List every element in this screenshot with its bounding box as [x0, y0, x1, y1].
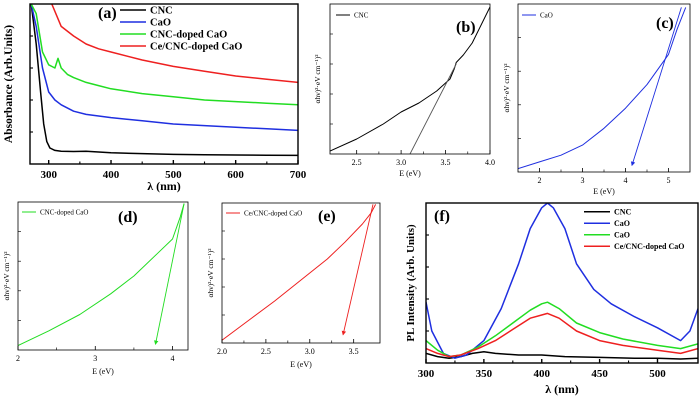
x-tick-label-d: 2	[16, 354, 20, 363]
x-tick-label-a: 300	[40, 169, 57, 181]
x-tick-label-b: 2.5	[352, 158, 362, 167]
legend-label-b: CNC	[354, 11, 369, 19]
series-line-f-1	[426, 203, 698, 359]
plot-frame-b	[329, 3, 491, 155]
y-axis-label-c: αhν)²·eV cm⁻¹)²	[502, 63, 511, 113]
x-tick-label-c: 2	[538, 176, 542, 185]
x-tick-label-c: 4	[624, 176, 628, 185]
series-line-a-1	[30, 4, 298, 132]
x-tick-label-f: 400	[533, 368, 550, 380]
x-axis-label-e: E (eV)	[290, 360, 312, 369]
panel-label-b: (b)	[456, 19, 476, 36]
panel-a: 300 400 500 600 700 λ (nm) Absorbance (Arb.Uni…	[3, 3, 307, 193]
panel-e: 2.0 2.5 3.0 3.5 E (eV) αhν)²·eV cm⁻¹)² (e) Ce/C…	[206, 202, 381, 369]
x-axis-label-f: λ (nm)	[545, 382, 579, 396]
x-axis-label-d: E (eV)	[92, 367, 114, 376]
legend-label-f: CaO	[614, 219, 630, 228]
series-line-e-0	[222, 204, 377, 341]
series-line-f-3	[426, 312, 698, 358]
x-tick-label-e: 3.5	[349, 347, 359, 356]
legend-label-a: Ce/CNC-doped CaO	[150, 42, 242, 53]
x-tick-label-e: 2.5	[261, 347, 271, 356]
panel-label-a: (a)	[98, 5, 117, 22]
plot-frame-d	[17, 201, 189, 351]
panel-label-c: (c)	[656, 15, 674, 32]
legend-label-a: CNC-doped CaO	[150, 30, 227, 41]
x-tick-label-b: 3.0	[396, 158, 406, 167]
legend-label-f: Ce/CNC-doped CaO	[614, 242, 684, 251]
x-tick-label-f: 500	[649, 368, 666, 380]
x-tick-label-f: 450	[591, 368, 608, 380]
legend-label-f: CaO	[614, 231, 630, 240]
legend-label-c: CaO	[540, 11, 553, 19]
series-line-f-2	[426, 301, 698, 358]
fit-line-b	[409, 63, 457, 154]
y-axis-label-e: αhν)²·eV cm⁻¹)²	[206, 248, 215, 298]
series-line-d-0	[18, 203, 185, 347]
x-tick-label-a: 700	[290, 169, 307, 181]
legend-label-e: Ce/CNC-doped CaO	[244, 209, 302, 217]
series-line-a-0	[30, 4, 298, 157]
x-tick-label-b: 4.0	[485, 158, 495, 167]
series-line-a-2	[30, 4, 298, 106]
x-tick-label-a: 500	[165, 169, 182, 181]
panel-label-d: (d)	[118, 209, 138, 226]
y-axis-label-f: PL Intensity (Arb. Units)	[405, 224, 417, 342]
panel-d: 2 3 4 E (eV) αhν)²·eV cm⁻¹)² (d) CNC-doped CaO	[2, 201, 189, 376]
legend-label-a: CaO	[150, 18, 171, 29]
panel-f: 300 350 400 450 500 λ (nm) PL Intensity (Arb. …	[405, 202, 699, 396]
x-tick-label-c: 3	[581, 176, 585, 185]
plot-frame-f	[425, 202, 699, 364]
fit-line-c	[630, 7, 682, 167]
x-axis-label-c: E (eV)	[593, 187, 615, 196]
x-tick-label-b: 3.5	[441, 158, 451, 167]
x-axis-label-a: λ (nm)	[147, 179, 181, 193]
legend-label-f: CNC	[614, 208, 632, 217]
panel-c: 2 3 4 5 E (eV) αhν)²·eV cm⁻¹)² (c) CaO	[502, 3, 691, 196]
series-line-b-0	[330, 6, 490, 152]
panel-b: 2.5 3.0 3.5 4.0 E (eV) αhν)²·eV cm⁻¹)² (b) CNC	[313, 3, 495, 178]
y-axis-label-b: αhν)²·eV cm⁻¹)²	[313, 54, 322, 104]
x-tick-label-f: 300	[418, 368, 435, 380]
x-tick-label-a: 600	[227, 169, 244, 181]
y-axis-label-a: Absorbance (Arb.Units)	[3, 25, 15, 143]
series-line-a-3	[51, 4, 298, 84]
x-axis-label-b: E (eV)	[399, 169, 421, 178]
legend-label-a: CNC	[150, 6, 173, 17]
x-tick-label-f: 350	[476, 368, 493, 380]
series-line-c-0	[518, 7, 687, 170]
plot-frame-e	[221, 202, 381, 344]
fit-line-e	[341, 204, 374, 336]
x-tick-label-e: 3.0	[305, 347, 315, 356]
x-tick-label-d: 3	[93, 354, 97, 363]
x-tick-label-e: 2.0	[217, 347, 227, 356]
panel-label-f: (f)	[434, 208, 450, 225]
plot-frame-a	[29, 3, 299, 165]
x-tick-label-a: 400	[103, 169, 120, 181]
x-tick-label-d: 4	[171, 354, 175, 363]
fit-line-d	[154, 203, 185, 345]
legend-label-d: CNC-doped CaO	[40, 208, 88, 216]
x-tick-label-c: 5	[667, 176, 671, 185]
y-axis-label-d: αhν)²·eV cm⁻¹)²	[2, 251, 11, 301]
panel-label-e: (e)	[318, 208, 336, 225]
